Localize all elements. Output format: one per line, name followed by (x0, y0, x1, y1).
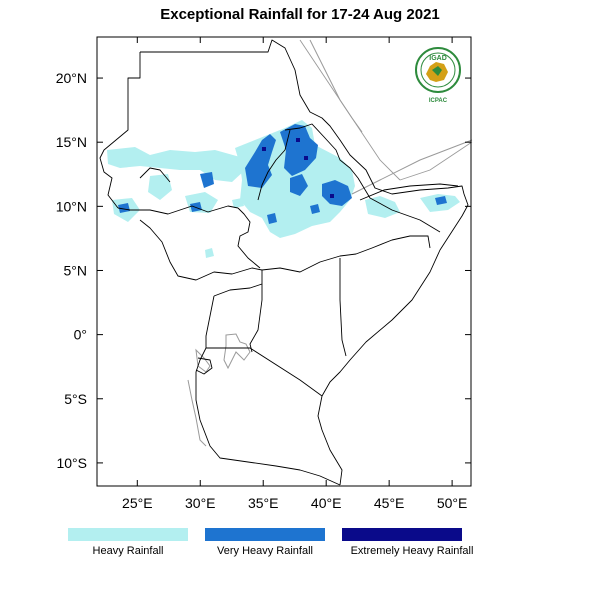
legend-swatch-very-heavy (205, 528, 325, 541)
lon-tick-label: 45°E (374, 495, 405, 511)
legend-label-extremely-heavy: Extremely Heavy Rainfall (350, 545, 474, 557)
lon-tick-label: 40°E (311, 495, 342, 511)
lat-tick-label: 0° (74, 327, 87, 343)
igad-icpac-logo: IGAD ICPAC (415, 47, 461, 104)
axis-ticks: 25°E 30°E 35°E 40°E 45°E 50°E 20°N 15°N 10°N 5°N 0… (56, 37, 471, 511)
lon-tick-label: 30°E (185, 495, 216, 511)
logo-top-text: IGAD (429, 55, 447, 62)
legend-swatch-heavy (68, 528, 188, 541)
lon-tick-label: 50°E (437, 495, 468, 511)
lat-tick-label: 10°N (56, 198, 87, 214)
lon-tick-label: 35°E (248, 495, 279, 511)
lat-tick-label: 5°N (64, 262, 88, 278)
lat-tick-label: 20°N (56, 70, 87, 86)
logo-bottom-text: ICPAC (429, 98, 448, 104)
legend-label-very-heavy: Very Heavy Rainfall (217, 545, 313, 557)
map-title: Exceptional Rainfall for 17-24 Aug 2021 (160, 6, 440, 23)
lat-tick-label: 10°S (56, 455, 87, 471)
arabian-coast (299, 39, 473, 181)
extremely-heavy-rainfall-areas (262, 138, 334, 198)
very-heavy-rainfall-areas (118, 124, 447, 224)
legend-label-heavy: Heavy Rainfall (92, 545, 164, 557)
map-frame (96, 36, 472, 487)
lon-tick-label: 25°E (122, 495, 153, 511)
legend-swatch-extremely-heavy (342, 528, 462, 541)
lat-tick-label: 5°S (64, 391, 87, 407)
country-boundaries (99, 39, 469, 486)
lat-tick-label: 15°N (56, 134, 87, 150)
